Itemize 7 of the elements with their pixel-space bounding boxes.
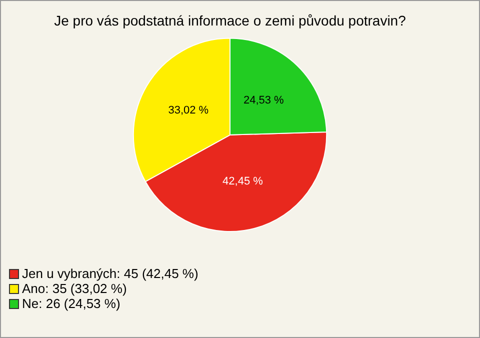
legend-label: Ano: 35 (33,02 %): [22, 281, 127, 296]
data-label: 33,02 %: [168, 104, 209, 116]
chart-title: Je pro vás podstatná informace o zemi původu potravin?: [54, 12, 406, 28]
data-label: 42,45 %: [222, 176, 264, 188]
legend-label: Ne: 26 (24,53 %): [22, 296, 120, 311]
data-label: 24,53 %: [243, 94, 284, 106]
legend-label: Jen u vybraných: 45 (42,45 %): [22, 266, 198, 281]
